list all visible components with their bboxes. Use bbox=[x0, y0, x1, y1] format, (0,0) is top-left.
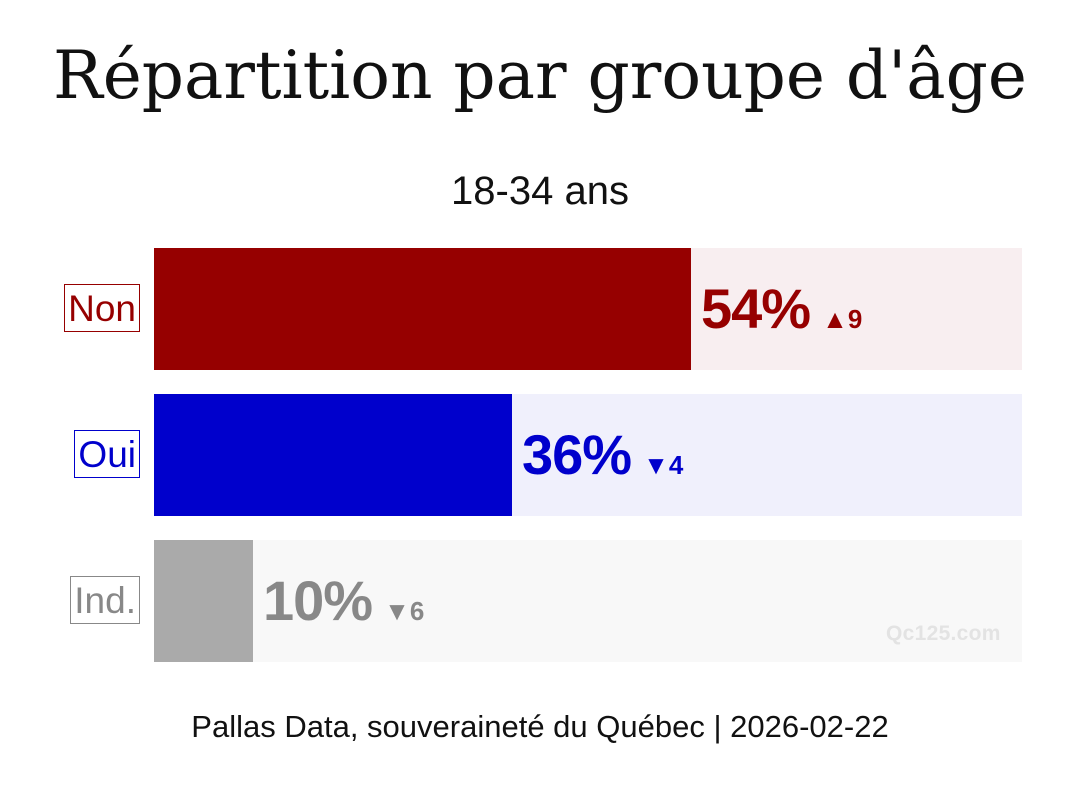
bar-row: Ind. 10% ▼6 bbox=[0, 540, 1080, 662]
bar-row: Non 54% ▲9 bbox=[0, 248, 1080, 370]
value-label: 54% ▲9 bbox=[701, 248, 862, 370]
source-footer: Pallas Data, souveraineté du Québec | 20… bbox=[191, 709, 889, 744]
category-label: Oui bbox=[74, 430, 140, 478]
change-label: ▼4 bbox=[643, 450, 684, 480]
category-label: Non bbox=[64, 284, 140, 332]
bar-track: 54% ▲9 bbox=[154, 248, 1022, 370]
chart-subtitle: 18-34 ans bbox=[451, 169, 629, 213]
chart-title: Répartition par groupe d'âge bbox=[53, 37, 1027, 114]
bar bbox=[154, 248, 691, 370]
bar bbox=[154, 540, 253, 662]
watermark: Qc125.com bbox=[886, 622, 1001, 645]
change-label: ▲9 bbox=[822, 304, 863, 334]
bar bbox=[154, 394, 512, 516]
percent-label: 54% bbox=[701, 277, 811, 340]
change-label: ▼6 bbox=[384, 596, 425, 626]
value-label: 10% ▼6 bbox=[263, 540, 424, 662]
percent-label: 36% bbox=[522, 423, 632, 486]
bar-track: 36% ▼4 bbox=[154, 394, 1022, 516]
value-label: 36% ▼4 bbox=[522, 394, 683, 516]
category-label: Ind. bbox=[70, 576, 140, 624]
bar-track: 10% ▼6 bbox=[154, 540, 1022, 662]
percent-label: 10% bbox=[263, 569, 373, 632]
bar-row: Oui 36% ▼4 bbox=[0, 394, 1080, 516]
